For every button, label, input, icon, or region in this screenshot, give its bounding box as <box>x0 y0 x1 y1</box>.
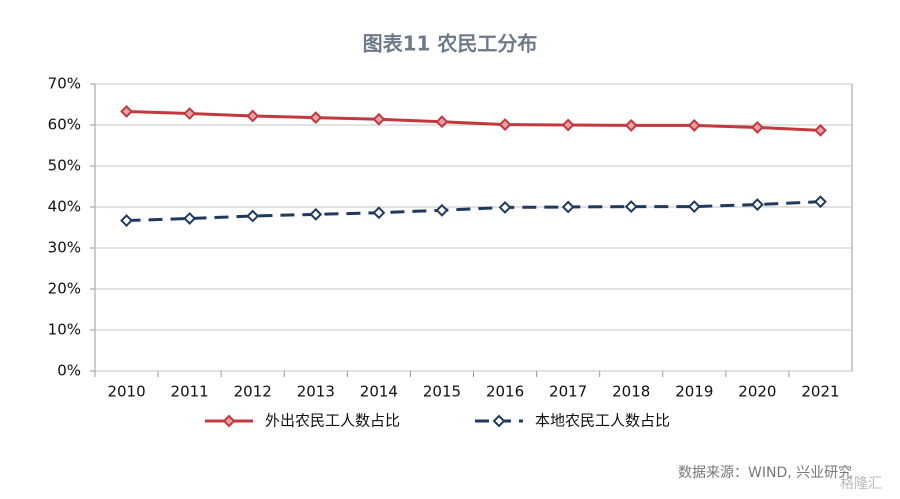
x-tick-label: 2017 <box>549 383 587 401</box>
y-tick-label: 20% <box>48 280 81 298</box>
x-tick-label: 2018 <box>612 383 650 401</box>
watermark: 格隆汇 <box>840 476 882 492</box>
series-line <box>126 109 821 132</box>
x-tick-label: 2010 <box>107 383 145 401</box>
point-marker <box>372 206 386 220</box>
legend-marker <box>222 414 236 428</box>
y-tick-label: 70% <box>48 75 81 93</box>
point-marker <box>624 118 638 132</box>
point-marker <box>183 107 197 120</box>
x-tick-label: 2021 <box>801 383 839 401</box>
point-marker <box>561 118 575 132</box>
y-tick-label: 30% <box>48 239 81 257</box>
point-marker <box>498 200 512 214</box>
point-marker <box>183 212 197 225</box>
y-tick-label: 40% <box>48 198 81 216</box>
point-marker <box>309 207 323 221</box>
point-marker <box>814 123 827 137</box>
y-tick-label: 60% <box>48 116 81 134</box>
y-tick-label: 10% <box>48 321 81 339</box>
point-marker <box>814 195 827 209</box>
x-tick-label: 2013 <box>297 383 335 401</box>
x-tick-label: 2019 <box>675 383 713 401</box>
x-tick-label: 2016 <box>486 383 524 401</box>
y-tick-label: 50% <box>48 157 81 175</box>
x-tick-label: 2012 <box>234 383 272 401</box>
x-tick-label: 2020 <box>738 383 776 401</box>
y-tick-label: 0% <box>57 362 81 380</box>
point-marker <box>750 121 764 134</box>
chart-title: 图表11 农民工分布 <box>363 32 538 56</box>
legend-label: 本地农民工人数占比 <box>535 412 670 430</box>
series-line <box>126 200 821 223</box>
point-marker <box>309 111 323 125</box>
point-marker <box>687 200 701 214</box>
point-marker <box>246 209 260 223</box>
legend-label: 外出农民工人数占比 <box>265 412 400 430</box>
point-marker <box>750 198 764 211</box>
x-tick-label: 2015 <box>423 383 461 401</box>
point-marker <box>435 203 449 217</box>
x-tick-label: 2014 <box>360 383 398 401</box>
x-tick-label: 2011 <box>171 383 209 401</box>
point-marker <box>624 200 638 214</box>
point-marker <box>120 214 133 227</box>
source-note: 数据来源：WIND, 兴业研究 <box>678 465 852 481</box>
point-marker <box>687 118 701 132</box>
point-marker <box>435 115 449 129</box>
point-marker <box>498 118 512 132</box>
point-marker <box>246 109 260 123</box>
point-marker <box>372 112 386 126</box>
point-marker <box>561 200 575 214</box>
legend-marker <box>492 414 506 428</box>
point-marker <box>120 105 133 118</box>
